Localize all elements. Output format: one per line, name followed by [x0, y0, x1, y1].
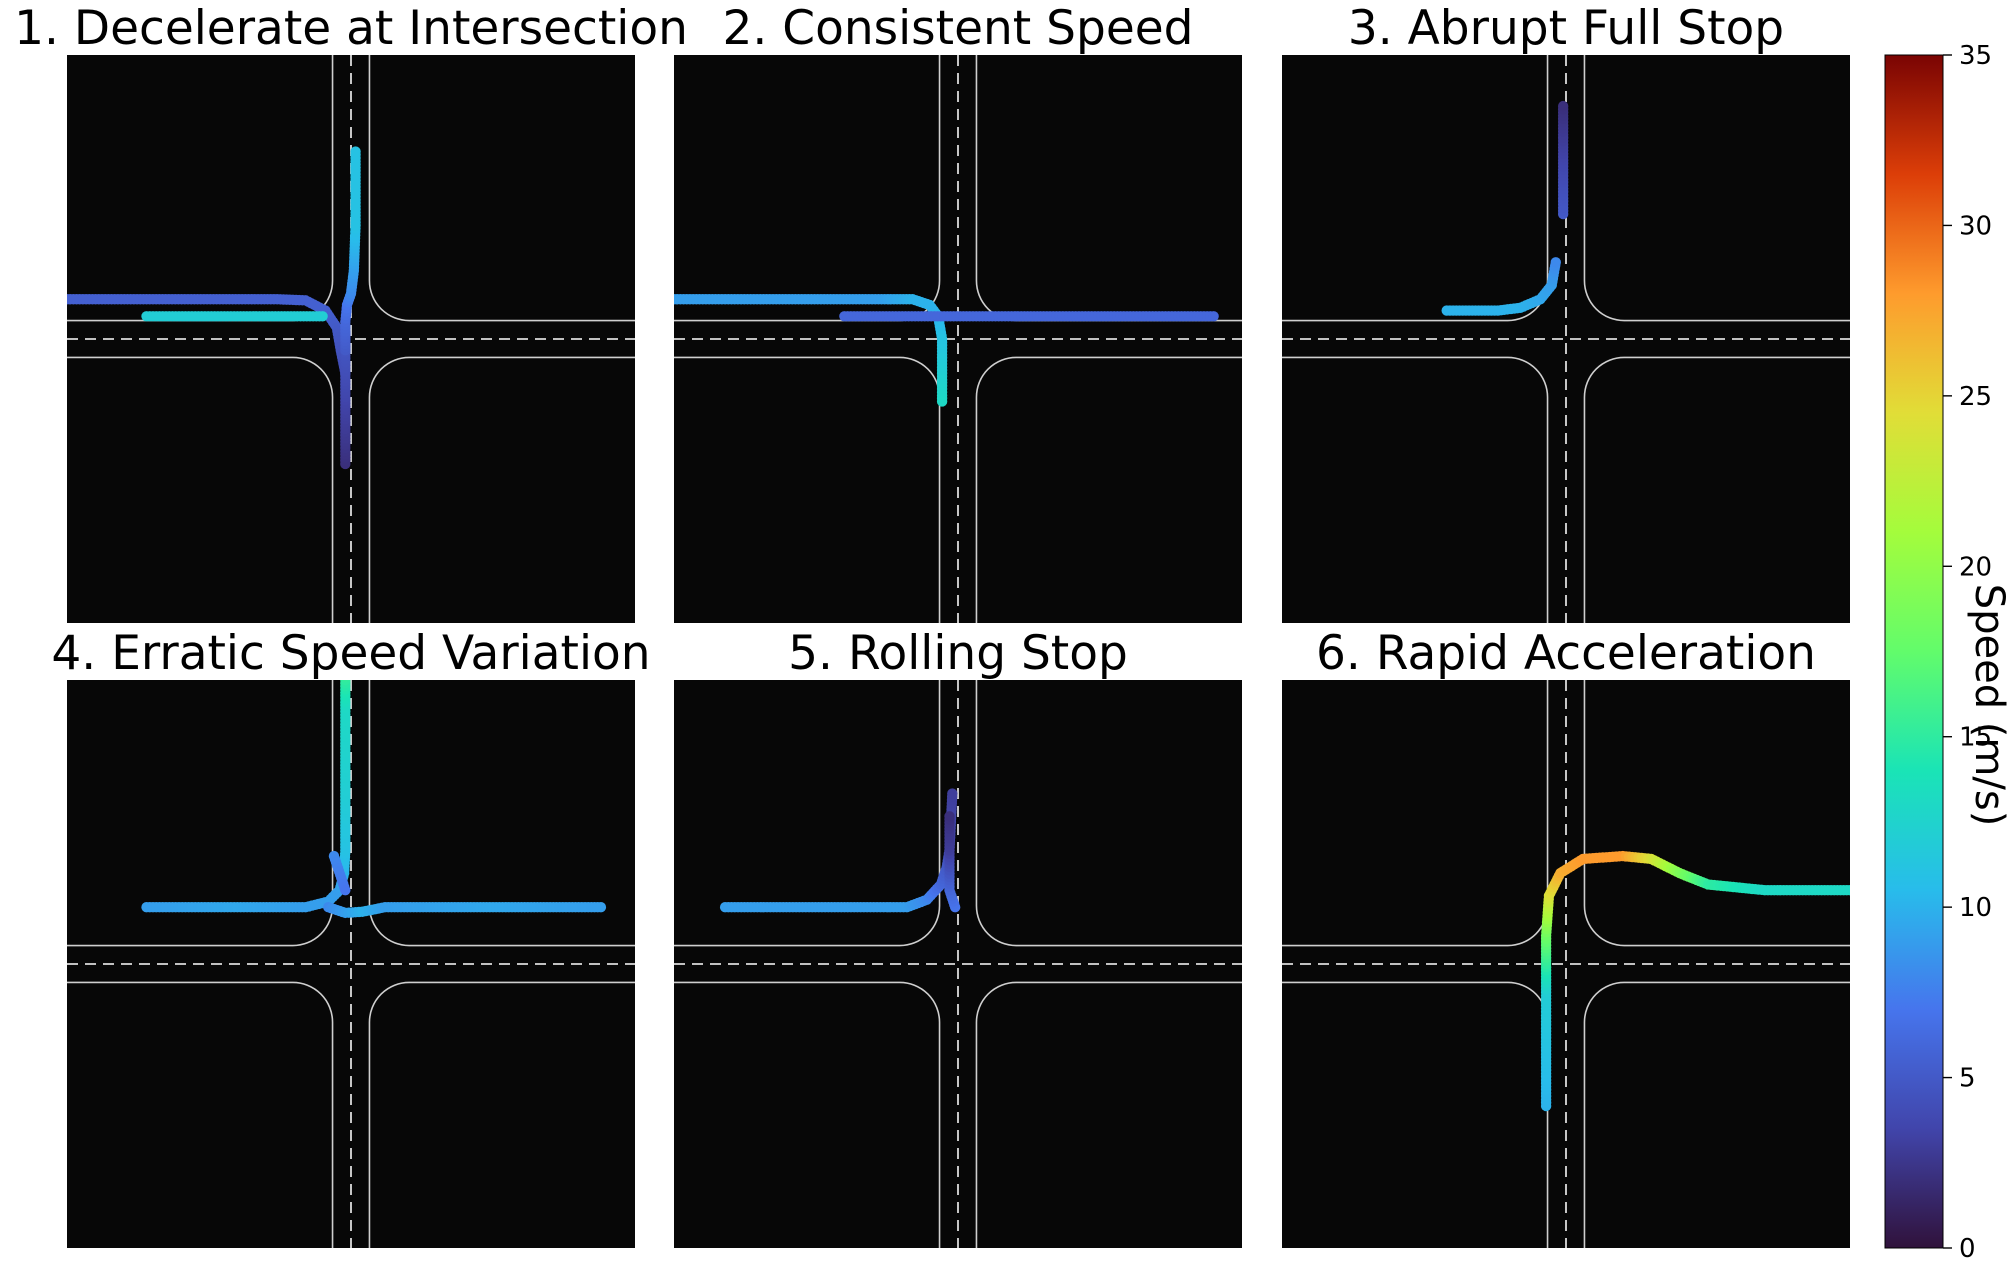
- trajectory-point: [947, 788, 957, 798]
- trajectory-point: [944, 811, 954, 821]
- colorbar-label: Speed (m/s): [1966, 584, 2011, 827]
- trajectory-point: [340, 885, 350, 895]
- trajectory-point: [1551, 257, 1561, 267]
- colorbar-tick-label: 30: [1959, 211, 1992, 241]
- panel-grid: 1. Decelerate at Intersection 2. Consiste…: [14, 1, 1855, 1248]
- trajectory-point: [350, 146, 360, 156]
- panel-title: 6. Rapid Acceleration: [1316, 626, 1816, 681]
- panel-title: 2. Consistent Speed: [722, 1, 1193, 56]
- colorbar-tick-label: 5: [1959, 1064, 1976, 1094]
- trajectory-point: [596, 902, 606, 912]
- panel-title: 3. Abrupt Full Stop: [1348, 1, 1784, 56]
- panel-background: [1282, 680, 1850, 1248]
- colorbar-tick-label: 0: [1959, 1234, 1976, 1264]
- panel-background: [674, 55, 1242, 623]
- panel-background: [674, 680, 1242, 1248]
- panel-3: 3. Abrupt Full Stop: [1282, 1, 1850, 623]
- colorbar-tick-label: 20: [1959, 552, 1992, 582]
- colorbar-gradient: [1885, 55, 1943, 1248]
- trajectory-point: [1208, 311, 1218, 321]
- trajectory-point: [1845, 885, 1855, 895]
- colorbar-tick-label: 35: [1959, 41, 1992, 71]
- panel-background: [67, 680, 635, 1248]
- panel-background: [67, 55, 635, 623]
- colorbar-tick-label: 10: [1959, 893, 1992, 923]
- trajectory-point: [1558, 101, 1568, 111]
- panel-title: 5. Rolling Stop: [788, 626, 1128, 681]
- panel-2: 2. Consistent Speed: [669, 1, 1242, 623]
- trajectory-point: [317, 311, 327, 321]
- panel-title: 1. Decelerate at Intersection: [14, 1, 688, 56]
- panel-6: 6. Rapid Acceleration: [1282, 626, 1855, 1248]
- trajectory-point: [937, 396, 947, 406]
- panel-1: 1. Decelerate at Intersection: [14, 1, 688, 623]
- colorbar-tick-label: 25: [1959, 382, 1992, 412]
- panel-title: 4. Erratic Speed Variation: [51, 626, 650, 681]
